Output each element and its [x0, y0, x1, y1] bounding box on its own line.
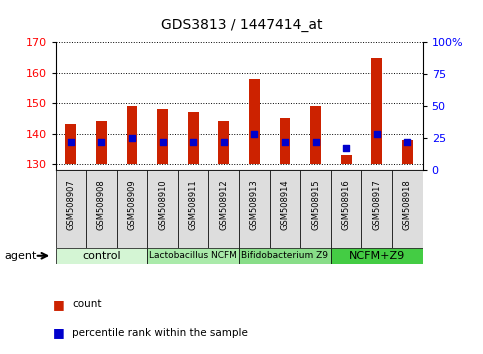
Text: Lactobacillus NCFM: Lactobacillus NCFM — [149, 251, 237, 260]
Bar — [218, 121, 229, 164]
Bar — [117, 170, 147, 248]
Bar — [371, 58, 382, 164]
Bar — [209, 170, 239, 248]
Text: control: control — [82, 251, 121, 261]
Text: GSM508907: GSM508907 — [66, 179, 75, 230]
Text: GSM508912: GSM508912 — [219, 179, 228, 230]
Bar — [239, 170, 270, 248]
Bar — [361, 170, 392, 248]
Text: GSM508911: GSM508911 — [189, 179, 198, 230]
Bar — [96, 121, 107, 164]
Text: GDS3813 / 1447414_at: GDS3813 / 1447414_at — [161, 18, 322, 32]
Bar — [56, 248, 147, 264]
Text: percentile rank within the sample: percentile rank within the sample — [72, 328, 248, 338]
Point — [251, 131, 258, 137]
Text: ■: ■ — [53, 298, 65, 311]
Bar — [66, 124, 76, 164]
Text: count: count — [72, 299, 102, 309]
Bar — [249, 79, 260, 164]
Bar — [280, 118, 290, 164]
Bar — [300, 170, 331, 248]
Bar — [331, 170, 361, 248]
Bar — [56, 170, 86, 248]
Bar — [178, 170, 209, 248]
Point — [189, 139, 197, 145]
Text: GSM508913: GSM508913 — [250, 179, 259, 230]
Bar — [147, 170, 178, 248]
Bar — [147, 248, 239, 264]
Point — [128, 135, 136, 141]
Point — [159, 139, 167, 145]
Bar — [331, 248, 423, 264]
Bar — [86, 170, 117, 248]
Bar — [127, 106, 137, 164]
Point — [98, 139, 105, 145]
Bar — [239, 248, 331, 264]
Text: GSM508917: GSM508917 — [372, 179, 381, 230]
Point — [342, 145, 350, 151]
Text: GSM508908: GSM508908 — [97, 179, 106, 230]
Text: agent: agent — [5, 251, 37, 261]
Point — [220, 139, 227, 145]
Text: Bifidobacterium Z9: Bifidobacterium Z9 — [242, 251, 328, 260]
Point — [373, 131, 381, 137]
Text: GSM508918: GSM508918 — [403, 179, 412, 230]
Point — [403, 139, 411, 145]
Bar — [188, 112, 199, 164]
Bar — [402, 139, 412, 164]
Point — [281, 139, 289, 145]
Text: GSM508910: GSM508910 — [158, 179, 167, 230]
Text: GSM508915: GSM508915 — [311, 179, 320, 230]
Bar — [310, 106, 321, 164]
Text: NCFM+Z9: NCFM+Z9 — [349, 251, 405, 261]
Point — [312, 139, 319, 145]
Point — [67, 139, 75, 145]
Text: GSM508914: GSM508914 — [281, 179, 289, 230]
Bar — [392, 170, 423, 248]
Text: GSM508916: GSM508916 — [341, 179, 351, 230]
Text: GSM508909: GSM508909 — [128, 179, 137, 230]
Text: ■: ■ — [53, 326, 65, 339]
Bar — [157, 109, 168, 164]
Bar — [341, 155, 352, 164]
Bar — [270, 170, 300, 248]
